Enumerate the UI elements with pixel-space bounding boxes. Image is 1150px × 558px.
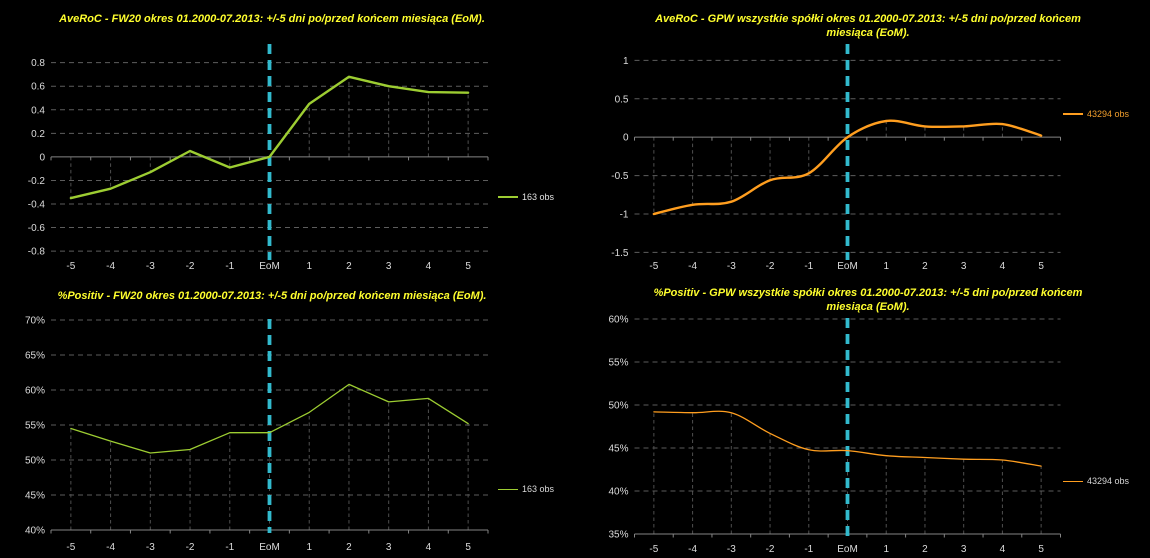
y-tick-label: 40% [25, 526, 45, 537]
x-tick-label: 4 [426, 542, 432, 553]
x-tick-label: -4 [106, 542, 115, 553]
y-tick-label: 0 [39, 152, 45, 163]
y-tick-label: 40% [608, 487, 628, 498]
x-tick-label: 3 [961, 544, 967, 555]
series-line-163-obs [70, 383, 469, 454]
x-tick-label: 1 [306, 542, 312, 553]
x-tick-label: 4 [1000, 261, 1006, 272]
y-tick-label: 0.6 [31, 82, 45, 93]
chart-title-averoc-fw20: AveRoC - FW20 okres 01.2000-07.2013: +/-… [59, 13, 485, 25]
series-line-43294-obs [652, 119, 1043, 216]
x-tick-label: -1 [804, 261, 813, 272]
y-tick-label: 0.4 [31, 105, 45, 116]
legend-positiv-fw20: 163 obs [498, 484, 554, 494]
x-tick-label: -1 [225, 261, 234, 272]
y-tick-label: -0.2 [28, 176, 46, 187]
legend-label: 43294 obs [1087, 109, 1130, 119]
legend-label: 163 obs [522, 192, 555, 202]
x-tick-label: 3 [386, 261, 392, 272]
chart-positiv-gpw: 60% 55% 50% 45% 40% 35% -5 -4 -3 -2 -1 EoM 1 2 3 4 5 [608, 315, 1061, 555]
legend-line-swatch [498, 488, 518, 490]
y-tick-label: -0.4 [28, 200, 46, 211]
legend-averoc-gpw: 43294 obs [1063, 109, 1129, 119]
series-line-163-obs [69, 75, 470, 200]
legend-averoc-fw20: 163 obs [498, 192, 554, 202]
x-tick-label: -5 [649, 544, 658, 555]
y-tick-label: -1.5 [611, 248, 629, 259]
x-tick-label: 5 [1038, 261, 1044, 272]
y-tick-label: 35% [608, 530, 628, 541]
y-tick-label: 0 [623, 133, 629, 144]
x-tick-label: -5 [649, 261, 658, 272]
y-tick-label: -0.8 [28, 247, 46, 258]
y-tick-label: 65% [25, 351, 45, 362]
x-tick-label: 1 [306, 261, 312, 272]
chart-title-averoc-gpw: AveRoC - GPW wszystkie spółki okres 01.2… [655, 13, 1081, 39]
x-tick-label: 2 [346, 261, 352, 272]
x-tick-label: -3 [727, 544, 736, 555]
chart-positiv-fw20: 70% 65% 60% 55% 50% 45% 40% -5 -4 -3 -2 -1 EoM 1 2 3 4 5 [25, 316, 489, 553]
y-tick-label: 55% [25, 421, 45, 432]
x-tick-label: -1 [225, 542, 234, 553]
x-tick-label: -5 [66, 542, 75, 553]
legend-positiv-gpw: 43294 obs [1063, 476, 1129, 486]
y-tick-label: -0.6 [28, 223, 46, 234]
legend-label: 43294 obs [1087, 476, 1130, 486]
y-tick-label: 0.8 [31, 58, 45, 69]
x-tick-label: 1 [883, 544, 889, 555]
x-tick-label: 2 [922, 544, 928, 555]
y-tick-label: -0.5 [611, 171, 629, 182]
x-tick-label: 2 [922, 261, 928, 272]
x-tick-label: 1 [883, 261, 889, 272]
x-tick-label: 4 [1000, 544, 1006, 555]
x-tick-label: EoM [259, 542, 280, 553]
legend-line-swatch [1063, 480, 1083, 482]
x-tick-label: 4 [426, 261, 432, 272]
series-line-43294-obs [653, 410, 1042, 467]
y-tick-label: 60% [608, 315, 628, 326]
y-tick-label: 45% [25, 491, 45, 502]
x-tick-label: 5 [465, 261, 471, 272]
x-tick-label: -3 [146, 261, 155, 272]
x-tick-label: -4 [688, 261, 697, 272]
x-tick-label: 5 [1038, 544, 1044, 555]
y-tick-label: 1 [623, 56, 629, 67]
y-tick-label: 55% [608, 358, 628, 369]
y-tick-label: 50% [608, 401, 628, 412]
y-tick-label: -1 [620, 209, 629, 220]
x-tick-label: -5 [66, 261, 75, 272]
legend-line-swatch [1063, 113, 1083, 115]
y-tick-label: 60% [25, 386, 45, 397]
x-tick-label: 3 [961, 261, 967, 272]
legend-line-swatch [498, 196, 518, 198]
chart-averoc-fw20: 0.8 0.6 0.4 0.2 0 -0.2 -0.4 -0.6 -0.8 -5 -4 -3 -2 -1 E… [28, 44, 489, 272]
x-tick-label: -4 [688, 544, 697, 555]
x-tick-label: -2 [186, 542, 195, 553]
x-tick-label: -4 [106, 261, 115, 272]
legend-label: 163 obs [522, 484, 555, 494]
x-tick-label: EoM [837, 261, 858, 272]
x-tick-label: -3 [146, 542, 155, 553]
x-tick-label: 5 [465, 542, 471, 553]
y-tick-label: 0.2 [31, 129, 45, 140]
x-tick-label: EoM [837, 544, 858, 555]
x-tick-label: -1 [804, 544, 813, 555]
x-tick-label: 3 [386, 542, 392, 553]
y-tick-label: 0.5 [615, 94, 629, 105]
y-tick-label: 70% [25, 316, 45, 327]
y-tick-label: 50% [25, 456, 45, 467]
chart-title-positiv-gpw: %Positiv - GPW wszystkie spółki okres 01… [653, 287, 1083, 313]
y-tick-label: 45% [608, 444, 628, 455]
x-tick-label: 2 [346, 542, 352, 553]
chart-title-positiv-fw20: %Positiv - FW20 okres 01.2000-07.2013: +… [57, 290, 487, 302]
x-tick-label: EoM [259, 261, 280, 272]
x-tick-label: -2 [766, 261, 775, 272]
chart-averoc-gpw: 1 0.5 0 -0.5 -1 -1.5 -5 -4 -3 -2 -1 EoM 1 2 3 4 5 [611, 44, 1061, 272]
x-tick-label: -2 [186, 261, 195, 272]
x-tick-label: -2 [766, 544, 775, 555]
x-tick-label: -3 [727, 261, 736, 272]
